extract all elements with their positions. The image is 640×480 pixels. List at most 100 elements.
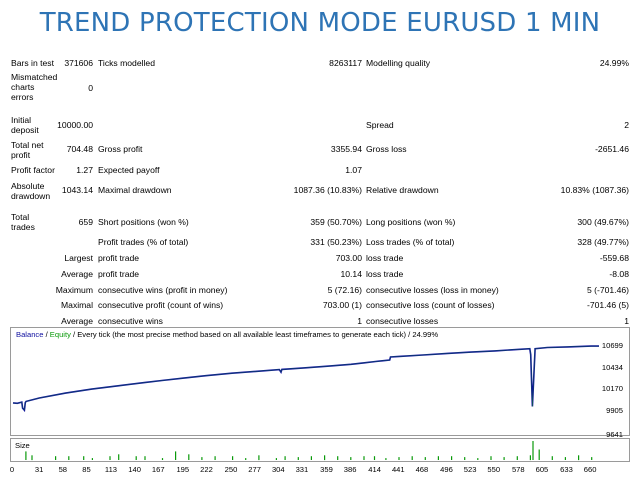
x-tick-label: 633 — [560, 465, 573, 474]
net-profit-label: Total net profit — [11, 140, 44, 160]
maximal-drawdown-label: Maximal drawdown — [98, 185, 172, 195]
x-tick-label: 304 — [271, 465, 285, 474]
x-tick-label: 523 — [463, 465, 477, 474]
ticks-label: Ticks modelled — [98, 58, 155, 68]
size-bar — [350, 457, 352, 460]
total-trades-value: 659 — [78, 217, 93, 227]
size-bar — [363, 456, 365, 460]
size-bar — [385, 458, 387, 460]
short-positions-label: Short positions (won %) — [98, 217, 189, 227]
short-positions-value: 359 (50.70%) — [310, 217, 362, 227]
long-positions-value: 300 (49.67%) — [577, 217, 629, 227]
max-losses-value: 5 (-701.46) — [586, 285, 629, 295]
profit-factor-value: 1.27 — [76, 165, 93, 175]
average-loss-value: -8.08 — [609, 269, 629, 279]
mismatch-label: Mismatched charts errors — [11, 72, 58, 102]
size-bar — [551, 456, 553, 460]
size-bar — [161, 458, 164, 460]
x-tick-label: 660 — [583, 465, 597, 474]
size-bar — [135, 456, 137, 460]
size-bar — [529, 455, 531, 461]
maximal-profit-label: consecutive profit (count of wins) — [98, 300, 224, 310]
size-bar — [464, 457, 466, 460]
spread-label: Spread — [366, 120, 394, 130]
deposit-value: 10000.00 — [57, 120, 93, 130]
bars-label: Bars in test — [11, 58, 54, 68]
mismatch-value: 0 — [88, 83, 93, 93]
size-bar — [516, 456, 518, 460]
max-wins-label: consecutive wins (profit in money) — [98, 285, 228, 295]
largest-label: Largest — [64, 253, 93, 263]
size-bar — [284, 456, 286, 460]
size-bar — [297, 457, 299, 460]
x-tick-label: 441 — [391, 465, 405, 474]
size-bar — [258, 455, 260, 461]
size-bar — [31, 455, 33, 461]
size-bar — [91, 458, 93, 460]
legend-equity: Equity — [49, 330, 71, 339]
gross-loss-label: Gross loss — [366, 144, 407, 154]
size-label: Size — [15, 441, 30, 450]
avg-consecutive-wins-value: 1 — [357, 316, 362, 326]
x-tick-label: 414 — [368, 465, 381, 474]
bars-value: 371606 — [64, 58, 93, 68]
size-bar — [490, 456, 492, 460]
x-tick-label: 331 — [295, 465, 309, 474]
legend-balance: Balance — [16, 330, 44, 339]
net-profit-value: 704.48 — [66, 144, 93, 154]
largest-loss-value: -559.68 — [599, 253, 629, 263]
x-tick-label: 359 — [320, 465, 333, 474]
size-bar — [337, 456, 339, 460]
profit-trades-label: Profit trades (% of total) — [98, 237, 189, 247]
x-tick-label: 31 — [34, 465, 44, 474]
x-tick-label: 605 — [535, 465, 549, 474]
size-bar — [437, 456, 439, 460]
relative-drawdown-label: Relative drawdown — [366, 185, 439, 195]
x-tick-label: 85 — [82, 465, 91, 474]
size-bar — [245, 458, 247, 460]
x-tick-label: 167 — [151, 465, 165, 474]
average-profit-value: 10.14 — [340, 269, 362, 279]
maximal-profit-value: 703.00 (1) — [322, 300, 362, 310]
size-bar — [232, 456, 234, 460]
y-tick-label: 10170 — [601, 384, 623, 394]
relative-drawdown-value: 10.83% (1087.36) — [560, 185, 629, 195]
x-tick-label: 468 — [415, 465, 429, 474]
maximal-drawdown-value: 1087.36 (10.83%) — [293, 185, 362, 195]
size-bar — [591, 457, 593, 460]
page-title: TREND PROTECTION MODE EURUSD 1 MIN — [39, 8, 601, 38]
ticks-value: 8263117 — [329, 58, 362, 68]
size-bar — [25, 451, 27, 460]
loss-trades-value: 328 (49.77%) — [577, 237, 629, 247]
size-bar — [373, 456, 376, 460]
equity-line — [12, 345, 599, 411]
max-wins-value: 5 (72.16) — [327, 285, 362, 295]
profit-factor-label: Profit factor — [11, 165, 55, 175]
size-chart-plot — [25, 441, 593, 461]
expected-payoff-label: Expected payoff — [98, 165, 160, 175]
deposit-label: Initial deposit — [11, 115, 39, 135]
x-tick-label: 0 — [9, 465, 15, 474]
average-consecutive-label: Average — [61, 316, 93, 326]
legend-description: / Every tick (the most precise method ba… — [70, 330, 439, 339]
absolute-drawdown-value: 1043.14 — [61, 185, 93, 195]
largest-loss-label: loss trade — [366, 253, 404, 263]
average-label: Average — [61, 269, 93, 279]
loss-trades-label: Loss trades (% of total) — [366, 237, 455, 247]
size-bar — [188, 454, 190, 460]
maximal-loss-label: consecutive loss (count of losses) — [366, 300, 495, 310]
x-tick-label: 140 — [128, 465, 141, 474]
size-bar — [538, 449, 540, 460]
size-bar — [68, 456, 70, 460]
legend-sep: / — [43, 330, 50, 339]
maximal-label: Maximal — [61, 300, 93, 310]
balance-chart: Balance / Equity / Every tick (the most … — [10, 327, 630, 439]
size-bar — [144, 456, 146, 460]
size-bar — [275, 458, 277, 460]
size-bar — [532, 441, 534, 460]
size-bar — [424, 457, 426, 460]
size-bar — [310, 456, 312, 460]
x-tick-label: 550 — [487, 465, 501, 474]
size-bar — [83, 456, 85, 460]
x-tick-label: 578 — [511, 465, 525, 474]
